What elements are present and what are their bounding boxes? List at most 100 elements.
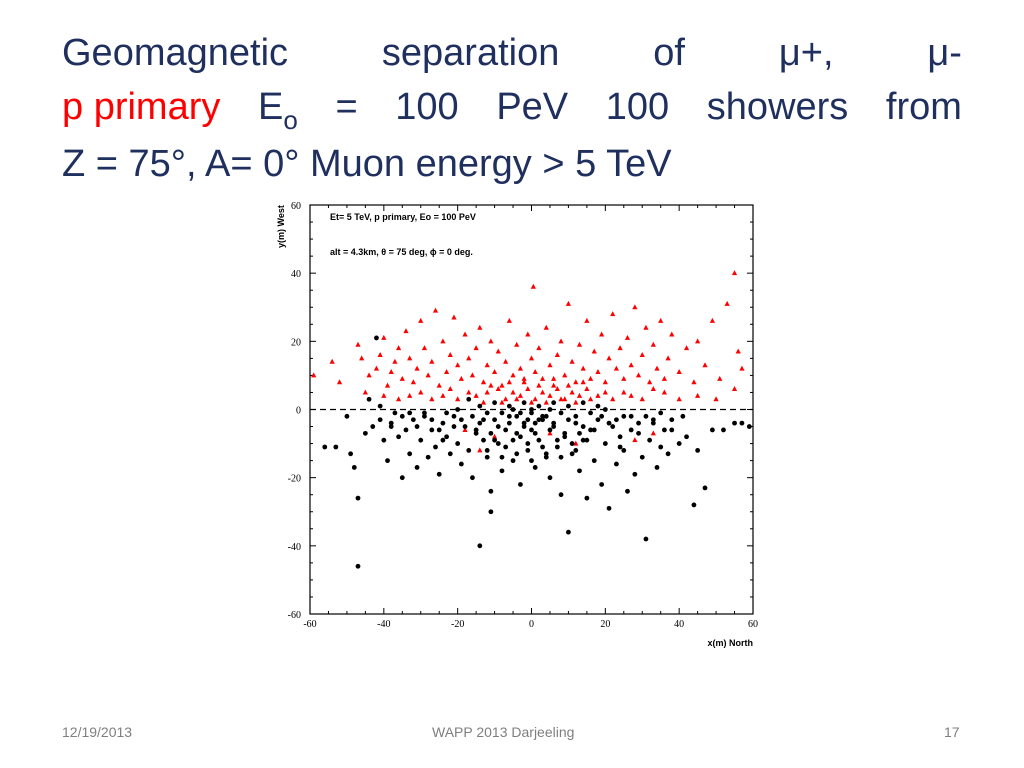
tick-labels: -60 -40 -20 0 20 40 60 -60 -40 -20 0 20 40 60 bbox=[288, 201, 758, 630]
triangle-point bbox=[610, 396, 616, 402]
circle-point bbox=[433, 444, 438, 450]
triangle-point bbox=[392, 358, 398, 364]
circle-point bbox=[436, 471, 442, 477]
triangle-point bbox=[451, 314, 457, 320]
circle-point bbox=[440, 420, 446, 426]
circle-point bbox=[602, 407, 608, 412]
triangle-point bbox=[539, 389, 546, 395]
triangle-point bbox=[477, 324, 483, 330]
circle-point bbox=[577, 430, 582, 436]
triangle-point bbox=[569, 358, 575, 364]
triangle-point bbox=[676, 369, 682, 375]
triangle-point bbox=[429, 358, 435, 364]
triangle-point bbox=[462, 331, 468, 337]
triangle-point bbox=[425, 372, 431, 378]
triangle-point bbox=[455, 362, 461, 368]
circle-point bbox=[636, 420, 641, 426]
triangle-point bbox=[731, 270, 738, 276]
triangle-point bbox=[717, 375, 723, 381]
circle-point bbox=[444, 410, 449, 416]
circle-point bbox=[462, 424, 468, 429]
circle-point bbox=[599, 413, 605, 419]
triangle-point bbox=[587, 396, 594, 402]
triangle-point bbox=[440, 392, 446, 398]
triangle-point bbox=[484, 389, 490, 395]
triangle-point bbox=[525, 386, 531, 392]
y-tick-label: 0 bbox=[296, 406, 301, 417]
circle-point bbox=[488, 430, 494, 436]
circle-point bbox=[584, 495, 590, 501]
triangle-point bbox=[396, 396, 402, 402]
triangle-point bbox=[407, 392, 413, 398]
triangle-point bbox=[739, 365, 745, 371]
circle-point bbox=[709, 427, 715, 433]
circle-point bbox=[470, 475, 475, 481]
circle-point bbox=[499, 410, 505, 416]
circle-point bbox=[621, 448, 627, 453]
circle-point bbox=[532, 430, 538, 436]
circle-point bbox=[355, 563, 361, 569]
circle-point bbox=[473, 427, 479, 433]
triangle-point bbox=[532, 396, 538, 402]
triangle-point bbox=[658, 317, 664, 323]
circle-point bbox=[543, 451, 549, 457]
triangle-point bbox=[447, 386, 453, 392]
circle-point bbox=[532, 465, 538, 470]
triangle-point bbox=[573, 379, 579, 385]
circle-point bbox=[518, 482, 523, 487]
circle-point bbox=[595, 417, 601, 423]
triangle-point bbox=[396, 345, 402, 351]
title-word: = bbox=[335, 86, 358, 128]
circle-point bbox=[625, 488, 630, 494]
title-word: showers bbox=[706, 86, 849, 128]
triangle-point bbox=[495, 386, 501, 392]
triangle-point bbox=[562, 396, 568, 402]
circle-point bbox=[392, 410, 398, 416]
circle-point bbox=[529, 458, 534, 464]
triangle-point bbox=[528, 355, 535, 361]
axis-ticks bbox=[309, 204, 754, 615]
circle-point bbox=[617, 434, 623, 440]
circle-point bbox=[680, 413, 686, 419]
circle-point bbox=[399, 475, 405, 481]
triangle-point bbox=[359, 355, 365, 361]
circle-point bbox=[388, 420, 394, 426]
triangle-point bbox=[466, 389, 472, 395]
title-word: 100 bbox=[605, 86, 670, 128]
triangle-point bbox=[576, 392, 583, 398]
circle-point bbox=[492, 417, 497, 423]
circle-point bbox=[429, 417, 435, 423]
triangle-point bbox=[366, 372, 372, 378]
triangle-point bbox=[514, 341, 520, 347]
triangle-point bbox=[432, 307, 439, 313]
triangle-point bbox=[443, 369, 450, 375]
circle-point bbox=[444, 434, 449, 440]
footer-event: WAPP 2013 Darjeeling bbox=[432, 724, 575, 740]
triangle-point bbox=[329, 358, 335, 364]
triangle-point bbox=[469, 372, 476, 378]
circle-point bbox=[647, 437, 653, 443]
triangle-point bbox=[558, 396, 564, 402]
triangle-point bbox=[499, 399, 505, 405]
triangle-point bbox=[355, 341, 361, 347]
triangle-point bbox=[503, 358, 509, 364]
triangle-point bbox=[421, 345, 428, 351]
circle-point bbox=[628, 427, 634, 433]
triangle-point bbox=[503, 396, 509, 402]
triangle-point bbox=[580, 365, 586, 371]
triangle-point bbox=[565, 300, 572, 306]
triangle-point bbox=[595, 369, 601, 375]
circle-point bbox=[746, 424, 752, 429]
circle-point bbox=[614, 461, 619, 467]
triangle-point bbox=[495, 348, 501, 354]
triangle-point bbox=[565, 382, 572, 388]
triangle-point bbox=[388, 369, 394, 375]
circle-point bbox=[370, 424, 376, 429]
triangle-point bbox=[654, 365, 660, 371]
circle-point bbox=[632, 471, 638, 477]
triangle-point bbox=[573, 440, 579, 446]
circle-point bbox=[551, 400, 557, 406]
circle-point bbox=[514, 451, 520, 457]
circle-point bbox=[458, 461, 464, 467]
triangle-point bbox=[621, 375, 627, 381]
